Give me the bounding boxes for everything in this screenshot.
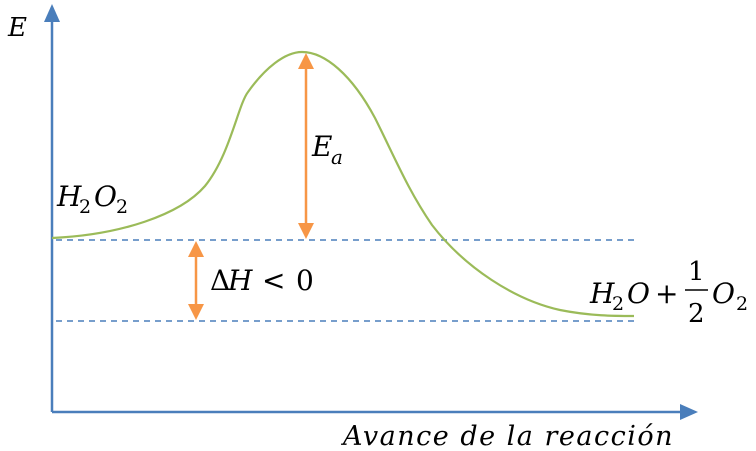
- svg-text:2: 2: [688, 299, 705, 329]
- svg-text:O: O: [627, 277, 650, 310]
- svg-text:2: 2: [736, 293, 748, 315]
- svg-text:2: 2: [79, 196, 91, 218]
- svg-text:a: a: [331, 145, 343, 169]
- activation-arrow-head-bottom: [298, 223, 314, 239]
- enthalpy-label: Δ H < 0: [210, 264, 314, 297]
- svg-text:<: <: [262, 264, 285, 297]
- svg-text:H: H: [227, 264, 253, 297]
- y-axis-arrowhead: [44, 4, 60, 22]
- svg-text:O: O: [94, 180, 117, 213]
- svg-text:E: E: [311, 130, 332, 163]
- y-axis-label: E: [7, 13, 27, 43]
- x-axis-arrowhead: [680, 404, 698, 420]
- svg-text:2: 2: [116, 196, 128, 218]
- svg-text:Δ: Δ: [210, 264, 230, 297]
- svg-text:1: 1: [688, 257, 705, 287]
- svg-text:+: +: [655, 277, 678, 310]
- activation-energy-label: E a: [311, 130, 343, 169]
- enthalpy-arrow-head-top: [188, 241, 204, 257]
- energy-curve: [51, 50, 635, 318]
- enthalpy-arrow-head-bottom: [188, 304, 204, 320]
- activation-arrow-head-top: [298, 53, 314, 69]
- reactant-label: H 2 O 2: [56, 180, 128, 218]
- svg-text:H: H: [56, 180, 82, 213]
- svg-text:2: 2: [612, 293, 624, 315]
- svg-text:H: H: [589, 277, 615, 310]
- product-label: H 2 O + 1 2 O 2: [589, 257, 748, 329]
- svg-text:0: 0: [296, 264, 314, 297]
- x-axis-label: Avance de la reacción: [340, 421, 674, 451]
- svg-text:O: O: [712, 277, 735, 310]
